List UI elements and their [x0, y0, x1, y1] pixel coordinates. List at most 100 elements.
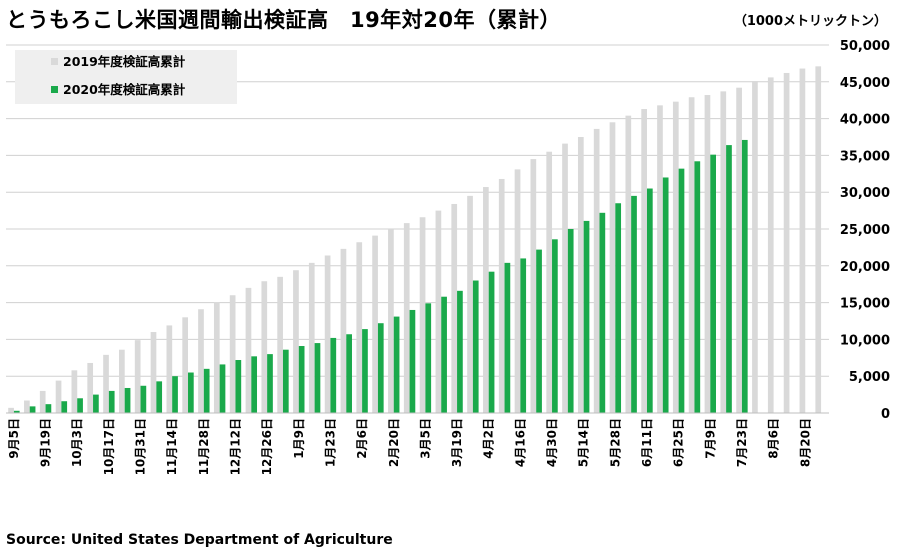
bar-2019: [372, 235, 378, 413]
legend: 2019年度検証高累計 2020年度検証高累計: [15, 50, 237, 104]
bar-2019: [8, 407, 14, 413]
bar-2019: [467, 195, 473, 413]
bar-2019: [625, 115, 632, 413]
bar-2019: [388, 229, 394, 413]
bar-2020: [488, 271, 495, 413]
bar-2019: [213, 302, 220, 413]
bar-chart: 0 5,000 10,000 15,000 20,000 25,000 30,000 35,0…: [6, 39, 890, 475]
source-note: Source: United States Department of Agri…: [6, 532, 393, 548]
bar-2019: [498, 178, 505, 413]
bar-2019: [24, 400, 30, 413]
bar-2020: [298, 346, 305, 413]
x-tick-label: 1月23日: [323, 418, 337, 467]
bar-2019: [720, 91, 727, 414]
bar-2020: [536, 249, 542, 413]
bar-2019: [150, 332, 157, 413]
bar-2019: [308, 262, 315, 413]
bar-2019: [752, 81, 758, 414]
bar-2020: [156, 381, 163, 413]
x-tick-label: 9月19日: [39, 418, 53, 467]
bar-2020: [188, 372, 194, 413]
x-tick-label: 1月9日: [292, 418, 306, 459]
bar-2020: [282, 349, 289, 413]
bar-2020: [615, 203, 622, 413]
y-tick-label: 0: [881, 407, 890, 422]
bar-2019: [324, 255, 331, 413]
bar-2020: [393, 316, 400, 413]
bar-2019: [704, 95, 711, 413]
bar-2019: [419, 217, 426, 413]
bar-2020: [662, 177, 669, 413]
bar-2020: [235, 360, 242, 413]
bar-2019: [134, 340, 141, 413]
bar-2019: [514, 169, 521, 413]
bar-2019: [451, 203, 458, 413]
x-tick-label: 6月11日: [640, 418, 654, 467]
bar-2020: [377, 323, 384, 413]
bar-2020: [599, 212, 606, 413]
y-tick-label: 35,000: [840, 149, 890, 164]
y-tick-label: 20,000: [840, 260, 890, 275]
bar-2020: [346, 334, 352, 413]
bar-2019: [530, 159, 537, 413]
x-tick-label: 10月17日: [102, 418, 116, 475]
bar-2020: [567, 229, 574, 413]
x-tick-label: 5月28日: [608, 418, 622, 467]
x-tick-label: 3月5日: [418, 418, 432, 459]
bar-2020: [694, 161, 701, 413]
y-tick-label: 25,000: [840, 223, 890, 238]
x-tick-label: 9月5日: [7, 418, 21, 459]
bar-2020: [646, 188, 653, 413]
y-tick-label: 10,000: [840, 333, 890, 348]
x-tick-label: 6月25日: [672, 418, 686, 467]
bar-2020: [472, 280, 479, 413]
bars: [8, 66, 822, 414]
bar-2019: [293, 270, 299, 413]
bar-2020: [362, 329, 368, 413]
bar-2019: [119, 349, 125, 413]
bar-2020: [678, 168, 685, 413]
bar-2019: [166, 325, 173, 413]
bar-2019: [229, 295, 236, 413]
bar-2019: [483, 187, 489, 413]
x-tick-label: 7月23日: [735, 418, 749, 467]
bar-2019: [340, 248, 347, 413]
bar-2020: [425, 303, 432, 413]
legend-label: 2019年度検証高累計: [63, 54, 186, 69]
bar-2019: [71, 370, 78, 413]
bar-2019: [783, 72, 790, 413]
x-tick-label: 12月12日: [228, 418, 242, 475]
bar-2020: [219, 364, 226, 413]
bar-2019: [609, 122, 616, 413]
bar-2020: [457, 290, 463, 413]
bar-2020: [267, 354, 273, 413]
legend-label: 2020年度検証高累計: [63, 82, 186, 97]
x-tick-label: 8月20日: [798, 418, 812, 467]
bar-2019: [87, 362, 94, 413]
bar-2019: [593, 128, 600, 414]
bar-2019: [657, 105, 663, 414]
bar-2020: [13, 410, 20, 413]
legend-swatch: [51, 86, 58, 93]
x-tick-label: 3月19日: [450, 418, 464, 467]
bar-2019: [672, 101, 679, 413]
bar-2019: [767, 77, 774, 413]
bar-2020: [631, 195, 637, 413]
x-tick-label: 11月14日: [165, 418, 179, 475]
chart-title: とうもろこし米国週間輸出検証高 19年対20年（累計）: [6, 8, 561, 32]
bar-2019: [736, 87, 742, 414]
unit-label: （1000メトリックトン）: [733, 14, 887, 29]
bar-2019: [403, 223, 410, 413]
bar-2019: [182, 317, 189, 413]
bar-2020: [93, 394, 99, 413]
x-tick-label: 10月3日: [70, 418, 84, 467]
x-tick-label: 10月31日: [134, 418, 148, 475]
bar-2019: [356, 242, 363, 413]
bar-2019: [562, 143, 568, 413]
bar-2019: [435, 210, 442, 413]
bar-2019: [688, 97, 695, 414]
bar-2020: [203, 368, 210, 413]
bar-2020: [140, 385, 147, 413]
x-tick-label: 5月14日: [577, 418, 591, 467]
bar-2019: [55, 380, 62, 413]
